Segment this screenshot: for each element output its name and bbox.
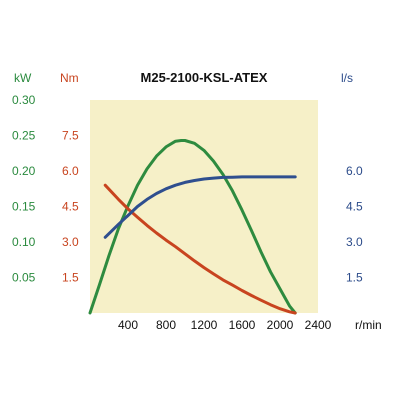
flow-axis-unit: l/s	[341, 71, 353, 85]
torque-tick-label: 4.5	[62, 200, 79, 214]
flow-tick-label: 4.5	[346, 200, 363, 214]
torque-tick-label: 3.0	[62, 235, 79, 249]
flow-axis-ticks: 1.5 3.0 4.5 6.0	[346, 164, 363, 285]
x-axis-unit: r/min	[355, 318, 382, 332]
power-tick-label: 0.30	[12, 93, 36, 107]
power-tick-label: 0.20	[12, 164, 36, 178]
torque-tick-label: 1.5	[62, 271, 79, 285]
torque-axis-unit: Nm	[60, 71, 79, 85]
torque-tick-label: 7.5	[62, 129, 79, 143]
power-axis-unit: kW	[14, 71, 32, 85]
x-tick-label: 2400	[305, 318, 332, 332]
power-tick-label: 0.05	[12, 271, 36, 285]
x-tick-label: 2000	[267, 318, 294, 332]
power-tick-label: 0.15	[12, 200, 36, 214]
chart-title: M25-2100-KSL-ATEX	[141, 70, 268, 85]
x-tick-label: 1200	[191, 318, 218, 332]
power-tick-label: 0.25	[12, 129, 36, 143]
chart-curves	[88, 139, 297, 315]
flow-curve	[103, 175, 297, 239]
torque-tick-label: 6.0	[62, 164, 79, 178]
flow-tick-label: 6.0	[346, 164, 363, 178]
flow-tick-label: 3.0	[346, 235, 363, 249]
x-tick-label: 400	[118, 318, 138, 332]
power-curve	[88, 139, 297, 315]
x-tick-label: 800	[156, 318, 176, 332]
flow-tick-label: 1.5	[346, 271, 363, 285]
x-axis-ticks: 400 800 1200 1600 2000 2400	[118, 318, 332, 332]
torque-axis-ticks: 1.5 3.0 4.5 6.0 7.5	[62, 129, 79, 285]
x-tick-label: 1600	[229, 318, 256, 332]
power-tick-label: 0.10	[12, 235, 36, 249]
power-axis-ticks: 0.05 0.10 0.15 0.20 0.25 0.30	[12, 93, 36, 285]
torque-curve	[103, 183, 297, 315]
